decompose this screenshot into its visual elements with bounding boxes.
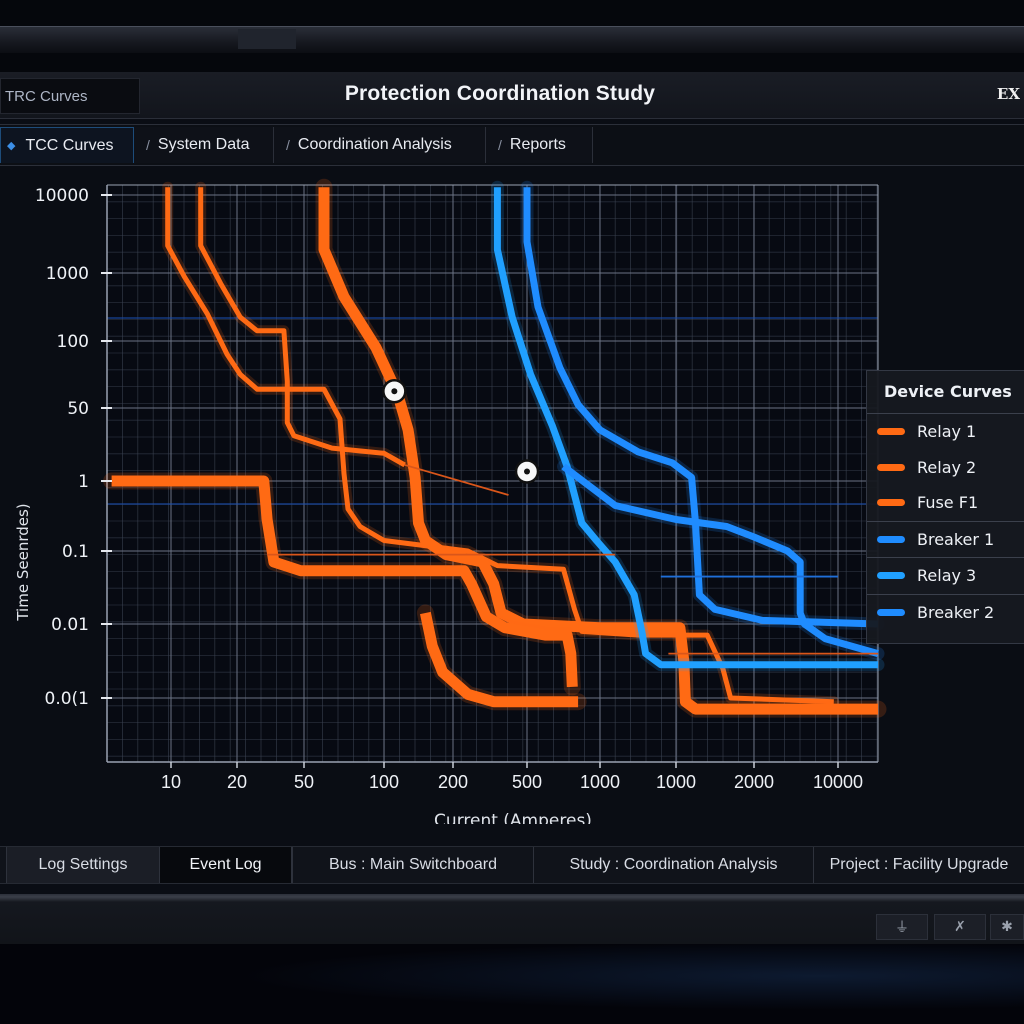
curve-marker-dot <box>391 388 398 395</box>
event-log-button[interactable]: Event Log <box>160 847 292 883</box>
device-curves-legend: Device Curves Relay 1 Relay 2 Fuse F1 Break… <box>866 370 1024 644</box>
chart-curves <box>103 178 887 718</box>
y-tick-label: 100 <box>57 332 89 352</box>
y-axis-ticks: 10000 1000 100 50 1 0.1 0.01 0.0(1 <box>35 186 112 709</box>
tab-tcc-curves[interactable]: ◆ TCC Curves <box>0 127 134 163</box>
active-tab-diamond-icon: ◆ <box>7 140 16 152</box>
tab-separator-icon: / <box>498 137 502 153</box>
legend-label: Breaker 2 <box>917 602 995 622</box>
gear-icon[interactable]: ✱ <box>990 914 1024 940</box>
y-tick-label: 0.01 <box>51 615 89 635</box>
x-axis-ticks: 10 20 50 100 200 500 1000 1000 2000 10000 <box>161 762 863 792</box>
legend-label: Relay 3 <box>917 566 977 586</box>
application-window: TRC Curves Protection Coordination Study… <box>0 72 1024 894</box>
legend-item[interactable]: Breaker 1 <box>867 520 1024 558</box>
tab-separator-icon: / <box>286 137 290 153</box>
y-tick-label: 1 <box>78 472 89 492</box>
legend-item[interactable]: Relay 2 <box>867 450 1024 486</box>
title-bar-button[interactable]: EX <box>996 85 1020 103</box>
legend-swatch-icon <box>877 608 905 616</box>
legend-item[interactable]: Fuse F1 <box>867 485 1024 521</box>
x-tick-label: 20 <box>227 772 247 792</box>
tool-icon[interactable]: ✗ <box>934 914 986 940</box>
curve-breaker-1[interactable] <box>523 187 879 628</box>
tab-coordination-analysis[interactable]: / Coordination Analysis <box>274 127 486 163</box>
reference-line <box>404 464 509 496</box>
chart-markers <box>382 379 540 484</box>
legend-label: Fuse F1 <box>917 493 979 513</box>
curve-marker-dot <box>524 468 530 475</box>
x-tick-label: 10 <box>161 772 181 792</box>
title-bar: TRC Curves Protection Coordination Study… <box>0 72 1024 119</box>
x-tick-label: 1000 <box>580 772 620 792</box>
y-tick-label: 50 <box>67 399 89 419</box>
x-tick-label: 200 <box>438 772 468 792</box>
curve-breaker-2[interactable] <box>561 463 879 657</box>
legend-item[interactable]: Breaker 2 <box>867 593 1024 631</box>
y-tick-label: 0.1 <box>62 542 89 562</box>
monitor-bezel-bottom: ⏚ ✗ ✱ <box>0 894 1024 944</box>
monitor-bezel-top <box>0 26 1024 53</box>
x-tick-label: 1000 <box>656 772 696 792</box>
tab-separator-icon: / <box>146 137 150 153</box>
log-settings-button[interactable]: Log Settings <box>6 847 160 883</box>
bezel-notch <box>238 29 296 49</box>
tab-label: TCC Curves <box>25 136 114 154</box>
legend-swatch-icon <box>877 535 905 543</box>
legend-item[interactable]: Relay 3 <box>867 557 1024 594</box>
study-status: Study : Coordination Analysis <box>534 847 814 883</box>
plug-icon[interactable]: ⏚ <box>876 914 928 940</box>
y-tick-label: 10000 <box>35 186 89 206</box>
legend-item[interactable]: Relay 1 <box>867 414 1024 450</box>
x-tick-label: 2000 <box>734 772 774 792</box>
curve-relay-2[interactable] <box>198 187 406 468</box>
window-title: Protection Coordination Study <box>344 82 656 105</box>
curve-relay-1-lower[interactable] <box>420 611 579 708</box>
tab-label: Reports <box>509 136 566 153</box>
app-tab-trc-curves[interactable]: TRC Curves <box>0 78 140 114</box>
y-tick-label: 0.0(1 <box>45 689 89 709</box>
legend-label: Relay 1 <box>917 422 977 442</box>
tab-reports[interactable]: / Reports <box>486 127 593 163</box>
curve-fuse-f1[interactable] <box>318 187 878 715</box>
x-tick-label: 500 <box>512 772 542 792</box>
tab-label: Coordination Analysis <box>297 136 452 153</box>
x-tick-label: 10000 <box>813 772 863 792</box>
tab-bar: ◆ TCC Curves / System Data / Coordinatio… <box>0 124 1024 166</box>
status-bar: Log Settings Event Log Bus : Main Switch… <box>0 846 1024 884</box>
tcc-chart[interactable]: 10000 1000 100 50 1 0.1 0.01 0.0(1 10 20 50 100 200… <box>0 164 1024 824</box>
legend-swatch-icon <box>877 499 905 507</box>
tab-system-data[interactable]: / System Data <box>134 127 274 163</box>
x-tick-label: 50 <box>294 772 314 792</box>
x-tick-label: 100 <box>369 772 399 792</box>
background-surface <box>0 944 1024 1024</box>
legend-swatch-icon <box>877 428 905 436</box>
legend-title: Device Curves <box>867 371 1024 414</box>
legend-swatch-icon <box>877 463 905 471</box>
curve-relay-3[interactable] <box>493 187 878 669</box>
curve-fuse-f1-lower[interactable] <box>111 475 578 688</box>
legend-swatch-icon <box>877 572 905 580</box>
legend-label: Relay 2 <box>917 457 977 477</box>
y-axis-label: Time Seenrdes) <box>14 503 32 621</box>
curve-relay-1[interactable] <box>165 187 834 705</box>
tcc-chart-area: 10000 1000 100 50 1 0.1 0.01 0.0(1 10 20 50 100 200… <box>0 164 1024 824</box>
bus-status: Bus : Main Switchboard <box>292 847 534 883</box>
x-axis-label: Current (Amperes) <box>434 811 592 824</box>
tab-label: System Data <box>157 136 250 153</box>
project-status: Project : Facility Upgrade <box>829 856 1009 873</box>
legend-label: Breaker 1 <box>917 529 995 549</box>
y-tick-label: 1000 <box>46 264 89 284</box>
